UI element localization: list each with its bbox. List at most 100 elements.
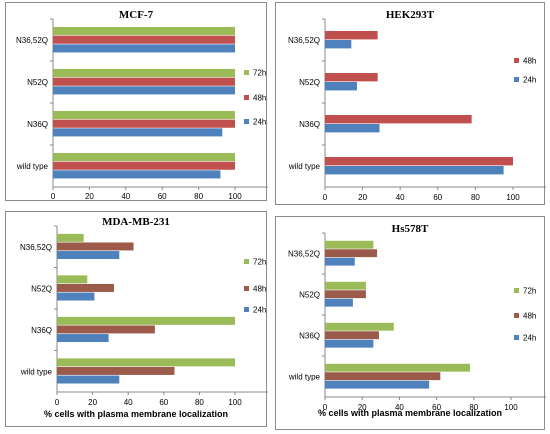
bar-48h-n3652q — [53, 35, 235, 44]
category-label: N52Q — [27, 78, 48, 87]
category-label: N36Q — [299, 332, 320, 341]
bar-24h-n52q — [325, 82, 357, 91]
category-label: N36Q — [31, 326, 52, 335]
bar-24h-n3652q — [325, 40, 352, 49]
x-tick-label: 20 — [358, 193, 367, 202]
legend-swatch — [514, 77, 519, 82]
category-label: N36,52Q — [16, 36, 48, 45]
x-tick-label: 60 — [433, 193, 442, 202]
legend-label: 48h — [523, 312, 536, 321]
legend-label: 24h — [523, 334, 536, 343]
chart-title: MCF-7 — [118, 9, 154, 21]
bar-48h-n52q — [325, 290, 366, 299]
category-label: wild type — [288, 162, 321, 171]
bar-72h-n36q — [57, 316, 235, 325]
legend-label: 48h — [253, 285, 266, 294]
bar-48h-wildtype — [325, 157, 513, 166]
chart-panel-hs578t: Hs578T N36,52Q N52Q N36Q wild type 0 20 40 60 80… — [275, 216, 546, 430]
x-tick-label: 60 — [432, 403, 441, 412]
legend-swatch — [514, 335, 519, 340]
bar-24h-n3652q — [53, 44, 235, 53]
x-tick-label: 40 — [395, 403, 404, 412]
chart-title: Hs578T — [391, 223, 429, 235]
chart-svg-mda-mb-231: N36,52Q N52Q N36Q wild type 0 20 40 60 80 100 72h 4… — [20, 225, 268, 407]
bar-72h-n3652q — [325, 240, 374, 249]
bar-24h-n36q — [53, 128, 223, 137]
legend-swatch — [244, 119, 249, 124]
x-tick-label: 100 — [504, 403, 518, 412]
chart-panel-hek293t: HEK293T N36,52Q N52Q N36Q wild type 0 20 40 60 8… — [275, 2, 546, 205]
bar-24h-n36q — [325, 339, 374, 348]
bar-48h-n3652q — [57, 242, 134, 251]
bar-48h-wildtype — [53, 161, 235, 170]
bar-72h-n36q — [325, 322, 394, 331]
x-tick-label: 20 — [85, 192, 94, 201]
category-label: wild type — [16, 162, 49, 171]
x-axis-label: % cells with plasma membrane localizatio… — [317, 408, 503, 418]
bar-72h-n3652q — [53, 26, 235, 36]
category-label: N36Q — [27, 120, 48, 129]
legend-swatch — [244, 70, 249, 75]
chart-title: MDA-MB-231 — [102, 216, 170, 228]
category-label: N36Q — [299, 120, 320, 129]
bar-48h-n36q — [53, 119, 235, 128]
category-label: N36,52Q — [288, 36, 320, 45]
bar-72h-n52q — [325, 281, 366, 290]
x-tick-label: 100 — [228, 192, 242, 201]
category-label: N52Q — [31, 284, 52, 293]
bar-24h-n52q — [57, 292, 95, 301]
x-tick-label: 0 — [51, 192, 56, 201]
category-label: N52Q — [299, 291, 320, 300]
x-tick-label: 0 — [323, 193, 328, 202]
legend-swatch — [514, 58, 519, 63]
legend-label: 72h — [523, 287, 536, 296]
bar-72h-n3652q — [57, 233, 84, 242]
x-tick-label: 100 — [228, 398, 242, 407]
legend-label: 24h — [523, 76, 536, 85]
x-tick-label: 60 — [158, 192, 167, 201]
category-label: wild type — [288, 373, 321, 382]
bar-48h-wildtype — [57, 366, 175, 375]
category-label: wild type — [20, 367, 53, 376]
legend-label: 72h — [253, 69, 266, 78]
bar-24h-n36q — [325, 124, 380, 133]
bar-48h-n52q — [57, 283, 114, 292]
x-tick-label: 80 — [195, 398, 204, 407]
chart-panel-mcf7: MCF-7 N36,52Q N52Q N36Q wild type 0 20 40 60 80 1… — [5, 2, 268, 201]
bar-72h-n52q — [53, 68, 235, 78]
bar-48h-n52q — [325, 73, 378, 82]
legend-swatch — [514, 313, 519, 318]
bar-24h-n3652q — [57, 251, 120, 260]
legend-label: 24h — [253, 306, 266, 315]
category-label: N36,52Q — [20, 243, 52, 252]
bar-24h-n36q — [57, 334, 109, 343]
x-tick-label: 60 — [159, 398, 168, 407]
x-tick-label: 80 — [471, 193, 480, 202]
bar-24h-wildtype — [325, 166, 504, 175]
x-tick-label: 80 — [469, 403, 478, 412]
chart-svg-hek293t: N36,52Q N52Q N36Q wild type 0 20 40 60 80 100 48h 2… — [288, 18, 546, 202]
legend-swatch — [244, 307, 249, 312]
x-tick-label: 20 — [88, 398, 97, 407]
bar-72h-n52q — [57, 275, 88, 284]
bar-24h-wildtype — [325, 380, 430, 389]
x-tick-label: 40 — [124, 398, 133, 407]
bar-72h-n36q — [53, 110, 235, 120]
bar-24h-n52q — [325, 298, 353, 307]
chart-panel-mda-mb-231: MDA-MB-231 N36,52Q N52Q N36Q wild type 0 20 40… — [5, 211, 268, 427]
bar-72h-wildtype — [53, 152, 235, 162]
bar-48h-n36q — [325, 115, 472, 124]
x-tick-label: 0 — [55, 398, 60, 407]
category-label: N52Q — [299, 78, 320, 87]
bar-48h-wildtype — [325, 372, 441, 381]
legend-label: 72h — [253, 258, 266, 267]
x-axis-label: % cells with plasma membrane localizatio… — [43, 409, 229, 419]
legend-swatch — [514, 288, 519, 293]
legend-label: 48h — [253, 94, 266, 103]
bar-72h-wildtype — [57, 358, 235, 367]
x-tick-label: 20 — [358, 403, 367, 412]
x-tick-label: 40 — [396, 193, 405, 202]
bar-24h-wildtype — [53, 170, 221, 179]
chart-svg-mcf7: N36,52Q N52Q N36Q wild type 0 20 40 60 80 100 72h 4… — [16, 18, 268, 201]
bar-48h-n52q — [53, 77, 235, 86]
